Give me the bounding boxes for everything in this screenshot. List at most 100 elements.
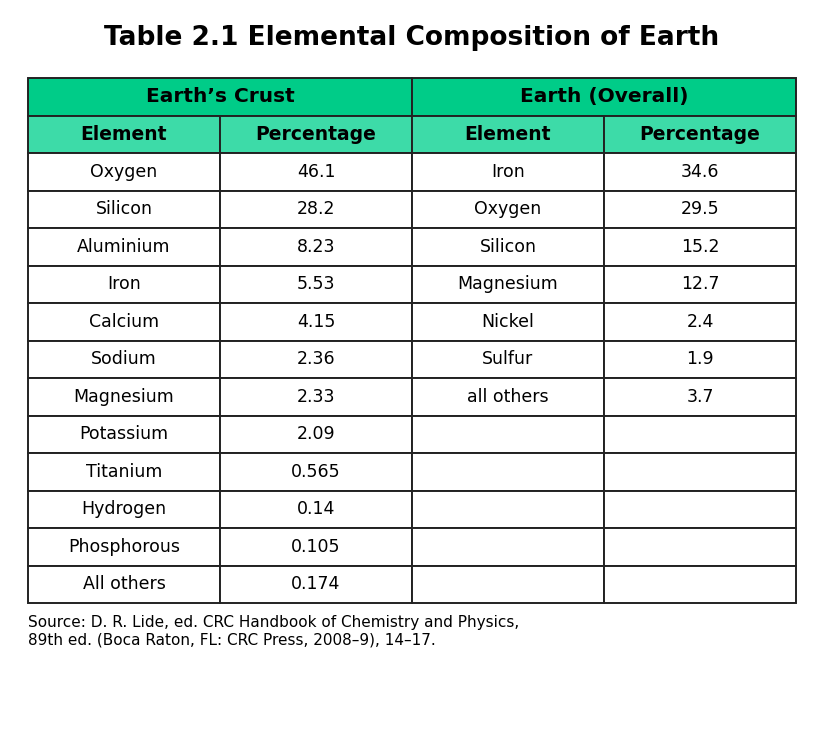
Bar: [412, 265, 604, 303]
Text: Percentage: Percentage: [255, 125, 377, 144]
Bar: [220, 341, 412, 378]
Text: Silicon: Silicon: [480, 237, 536, 256]
Bar: [28, 191, 220, 228]
Bar: [220, 303, 412, 341]
Bar: [412, 565, 604, 603]
Text: 0.565: 0.565: [291, 463, 341, 481]
Bar: [220, 378, 412, 416]
Text: 46.1: 46.1: [297, 163, 335, 181]
Text: 1.9: 1.9: [686, 350, 714, 368]
Text: all others: all others: [467, 388, 549, 406]
Text: 8.23: 8.23: [297, 237, 335, 256]
Bar: [604, 490, 796, 528]
Bar: [28, 303, 220, 341]
Bar: [604, 341, 796, 378]
Bar: [220, 116, 412, 153]
Bar: [28, 116, 220, 153]
Text: 3.7: 3.7: [686, 388, 714, 406]
Text: Oxygen: Oxygen: [91, 163, 157, 181]
Bar: [220, 565, 412, 603]
Text: Hydrogen: Hydrogen: [82, 500, 166, 518]
Bar: [604, 528, 796, 565]
Text: Calcium: Calcium: [89, 313, 159, 331]
Bar: [28, 228, 220, 265]
Text: 2.33: 2.33: [297, 388, 335, 406]
Bar: [604, 565, 796, 603]
Text: Sulfur: Sulfur: [482, 350, 534, 368]
Bar: [604, 191, 796, 228]
Bar: [220, 453, 412, 490]
Text: 29.5: 29.5: [681, 200, 719, 218]
Bar: [28, 341, 220, 378]
Bar: [412, 490, 604, 528]
Bar: [28, 265, 220, 303]
Bar: [28, 153, 220, 191]
Bar: [412, 528, 604, 565]
Text: Table 2.1 Elemental Composition of Earth: Table 2.1 Elemental Composition of Earth: [105, 25, 719, 51]
Bar: [28, 416, 220, 453]
Text: Percentage: Percentage: [639, 125, 761, 144]
Bar: [412, 303, 604, 341]
Bar: [28, 490, 220, 528]
Text: Earth’s Crust: Earth’s Crust: [146, 87, 294, 106]
Text: Phosphorous: Phosphorous: [68, 538, 180, 556]
Bar: [604, 116, 796, 153]
Text: Oxygen: Oxygen: [475, 200, 541, 218]
Bar: [412, 378, 604, 416]
Text: 0.105: 0.105: [291, 538, 341, 556]
Text: Silicon: Silicon: [96, 200, 152, 218]
Text: 28.2: 28.2: [297, 200, 335, 218]
Bar: [604, 153, 796, 191]
Text: 15.2: 15.2: [681, 237, 719, 256]
Bar: [604, 453, 796, 490]
Text: 12.7: 12.7: [681, 276, 719, 293]
Bar: [604, 265, 796, 303]
Text: 2.36: 2.36: [297, 350, 335, 368]
Text: Source: D. R. Lide, ed. CRC Handbook of Chemistry and Physics,
89th ed. (Boca Ra: Source: D. R. Lide, ed. CRC Handbook of …: [28, 615, 519, 647]
Bar: [412, 453, 604, 490]
Text: 2.09: 2.09: [297, 425, 335, 443]
Text: 0.14: 0.14: [297, 500, 335, 518]
Bar: [604, 416, 796, 453]
Bar: [412, 191, 604, 228]
Text: 5.53: 5.53: [297, 276, 335, 293]
Bar: [28, 378, 220, 416]
Text: 2.4: 2.4: [686, 313, 714, 331]
Bar: [604, 378, 796, 416]
Bar: [412, 416, 604, 453]
Bar: [220, 528, 412, 565]
Text: 0.174: 0.174: [292, 575, 340, 593]
Bar: [220, 228, 412, 265]
Text: Nickel: Nickel: [481, 313, 535, 331]
Bar: [412, 78, 796, 116]
Bar: [28, 565, 220, 603]
Bar: [412, 153, 604, 191]
Bar: [28, 78, 412, 116]
Bar: [412, 228, 604, 265]
Bar: [604, 228, 796, 265]
Bar: [28, 453, 220, 490]
Text: 34.6: 34.6: [681, 163, 719, 181]
Text: Potassium: Potassium: [79, 425, 169, 443]
Text: Iron: Iron: [491, 163, 525, 181]
Text: Element: Element: [81, 125, 167, 144]
Bar: [28, 528, 220, 565]
Bar: [412, 116, 604, 153]
Text: Magnesium: Magnesium: [457, 276, 559, 293]
Text: Iron: Iron: [107, 276, 141, 293]
Bar: [412, 341, 604, 378]
Text: 4.15: 4.15: [297, 313, 335, 331]
Bar: [220, 416, 412, 453]
Text: Element: Element: [465, 125, 551, 144]
Text: Magnesium: Magnesium: [73, 388, 175, 406]
Bar: [604, 303, 796, 341]
Bar: [220, 153, 412, 191]
Bar: [220, 265, 412, 303]
Text: All others: All others: [82, 575, 166, 593]
Text: Aluminium: Aluminium: [77, 237, 171, 256]
Text: Titanium: Titanium: [86, 463, 162, 481]
Text: Sodium: Sodium: [91, 350, 157, 368]
Bar: [220, 191, 412, 228]
Bar: [220, 490, 412, 528]
Text: Earth (Overall): Earth (Overall): [520, 87, 688, 106]
